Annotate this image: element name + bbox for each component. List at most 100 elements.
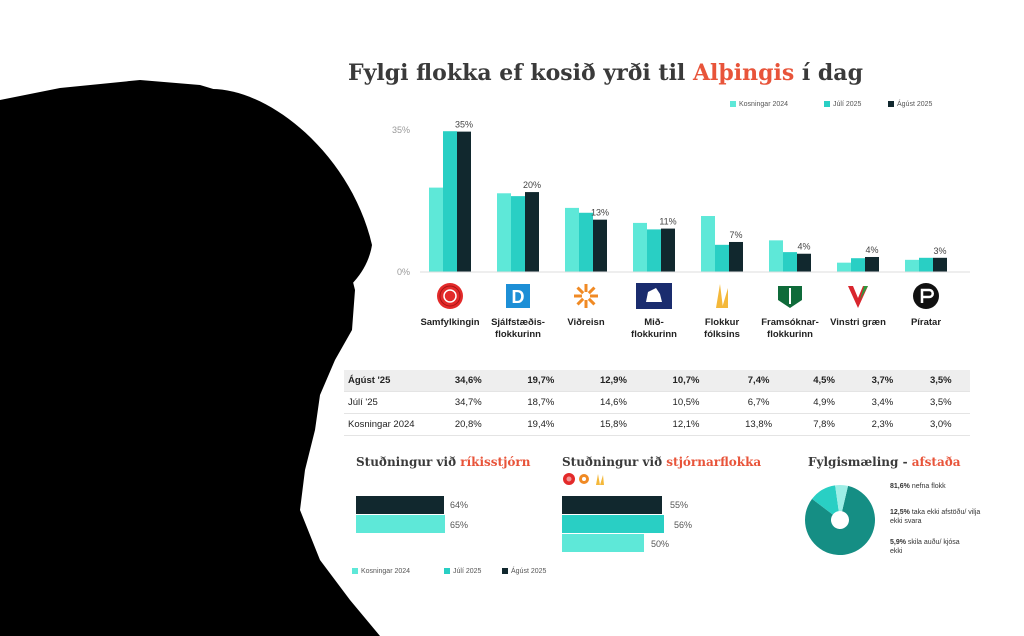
table-cell: 10,5% (649, 391, 723, 414)
bar-2-2 (511, 196, 525, 272)
svg-text:D: D (512, 287, 525, 307)
party-bar-chart: 35% 20% 13% 11% 7% 4% 4% 3% D Samfylkingin Sjálf… (392, 120, 970, 340)
legend-swatch (444, 568, 450, 574)
party-name-2-line-1: Sjálfstæðis- (491, 317, 545, 328)
legend-item-agust: Ágúst 2025 (888, 101, 932, 108)
bottom-legend-kosningar: Kosningar 2024 (352, 568, 410, 575)
bar-6-1 (769, 240, 783, 272)
table-row: Ágúst '25 34,6% 19,7% 12,9% 10,7% 7,4% 4,5% 3,7… (344, 370, 970, 392)
party-name-6-line-2: flokkurinn (767, 329, 813, 340)
coalition-logos (563, 473, 604, 485)
bar-1-3 (457, 131, 471, 272)
legend-swatch (730, 101, 736, 107)
sun-icon (574, 284, 598, 308)
bar-8-2 (919, 257, 933, 272)
pirate-icon (913, 283, 939, 309)
legend-swatch (824, 101, 830, 107)
data-label-7: 4% (865, 245, 878, 255)
table-cell: 19,7% (504, 370, 578, 392)
party-name-4-line-2: flokkurinn (631, 329, 677, 340)
bar-8-3 (933, 257, 947, 272)
gov-support-label-agust: 64% (450, 500, 469, 510)
table-row: Júlí '25 34,7% 18,7% 14,6% 10,5% 6,7% 4,9% 3,4%… (344, 391, 970, 414)
bar-5-3 (729, 241, 743, 272)
table-cell: 7,4% (722, 370, 795, 392)
table-cell: 19,4% (504, 413, 578, 436)
row-label: Júlí '25 (344, 391, 432, 414)
party-name-5-line-2: fólksins (704, 329, 740, 340)
legend-swatch (352, 568, 358, 574)
bar-4-3 (661, 228, 675, 272)
party-name-5-line-1: Flokkur (705, 317, 740, 328)
party-name-3-line-1: Viðreisn (567, 317, 605, 328)
table-cell: 14,6% (577, 391, 650, 414)
donut-slice-2 (812, 485, 839, 515)
table-cell: 12,9% (577, 370, 650, 392)
data-label-2: 20% (523, 180, 541, 190)
legend-item-juli: Júlí 2025 (824, 101, 861, 108)
table-cell: 3,0% (911, 413, 970, 436)
parties-support-bar-juli (562, 515, 664, 533)
parties-support-label-agust: 55% (670, 500, 689, 510)
afstada-donut (805, 485, 875, 555)
y-tick-top: 35% (392, 125, 410, 135)
legend-swatch (502, 568, 508, 574)
table-cell: 3,7% (853, 370, 912, 392)
parties-support-label-kosningar: 50% (651, 539, 670, 549)
row-label: Ágúst '25 (344, 370, 432, 392)
gov-support-bar-juli (356, 515, 445, 533)
results-table: Ágúst '25 34,6% 19,7% 12,9% 10,7% 7,4% 4,5% 3,7… (344, 370, 970, 436)
legend-swatch (888, 101, 894, 107)
table-cell: 20,8% (432, 413, 505, 436)
row-label: Kosningar 2024 (344, 413, 432, 436)
bottom-legend-agust: Ágúst 2025 (502, 568, 546, 575)
afstada-label-2: 5,9% skila auðu/ kjósa ekki (890, 539, 960, 555)
bar-2-3 (525, 192, 539, 272)
horse-icon (636, 283, 672, 309)
table-cell: 4,9% (794, 391, 854, 414)
d-letter-icon: D (506, 284, 530, 308)
table-cell: 34,6% (432, 370, 505, 392)
bar-3-2 (579, 212, 593, 272)
data-label-6: 4% (797, 242, 810, 252)
parties-support-label-juli: 56% (674, 520, 693, 530)
table-cell: 15,8% (577, 413, 650, 436)
bar-4-2 (647, 229, 661, 272)
bar-6-2 (783, 252, 797, 272)
gov-support-label-juli: 65% (450, 520, 469, 530)
gov-support-bar-agust (356, 496, 444, 514)
sun-icon (579, 474, 589, 484)
table-cell: 3,5% (911, 391, 970, 414)
party-name-2-line-2: flokkurinn (495, 329, 541, 340)
bar-5-2 (715, 244, 729, 272)
legend-item-kosningar: Kosningar 2024 (730, 101, 788, 108)
table-cell: 6,7% (722, 391, 795, 414)
party-name-4-line-1: Mið- (644, 317, 664, 328)
hand-icon (596, 474, 604, 485)
afstada-title: Fylgismæling - afstaða (808, 455, 961, 469)
donut-slice-1 (805, 485, 875, 555)
rose-icon (437, 283, 463, 309)
bar-8-1 (905, 259, 919, 272)
bar-7-1 (837, 262, 851, 272)
party-name-7-line-1: Vinstri græn (830, 317, 886, 328)
party-name-6-line-1: Framsóknar- (761, 317, 819, 328)
data-label-1: 35% (455, 120, 473, 130)
bar-3-1 (565, 207, 579, 272)
bar-1-1 (429, 187, 443, 272)
rose-icon (563, 473, 575, 485)
gov-support-title: Stuðningur við ríkisstjórn (356, 455, 531, 469)
bar-7-3 (865, 256, 879, 272)
table-cell: 12,1% (649, 413, 723, 436)
donut-slice-3 (835, 485, 849, 512)
bar-4-1 (633, 222, 647, 272)
bar-5-1 (701, 216, 715, 272)
parties-support-bar-agust (562, 496, 662, 514)
bar-1-2 (443, 131, 457, 272)
table-cell: 10,7% (649, 370, 723, 392)
bar-2-1 (497, 193, 511, 272)
party-name-8-line-1: Píratar (911, 317, 941, 328)
data-label-4: 11% (659, 217, 676, 227)
y-tick-bottom: 0% (397, 267, 410, 277)
